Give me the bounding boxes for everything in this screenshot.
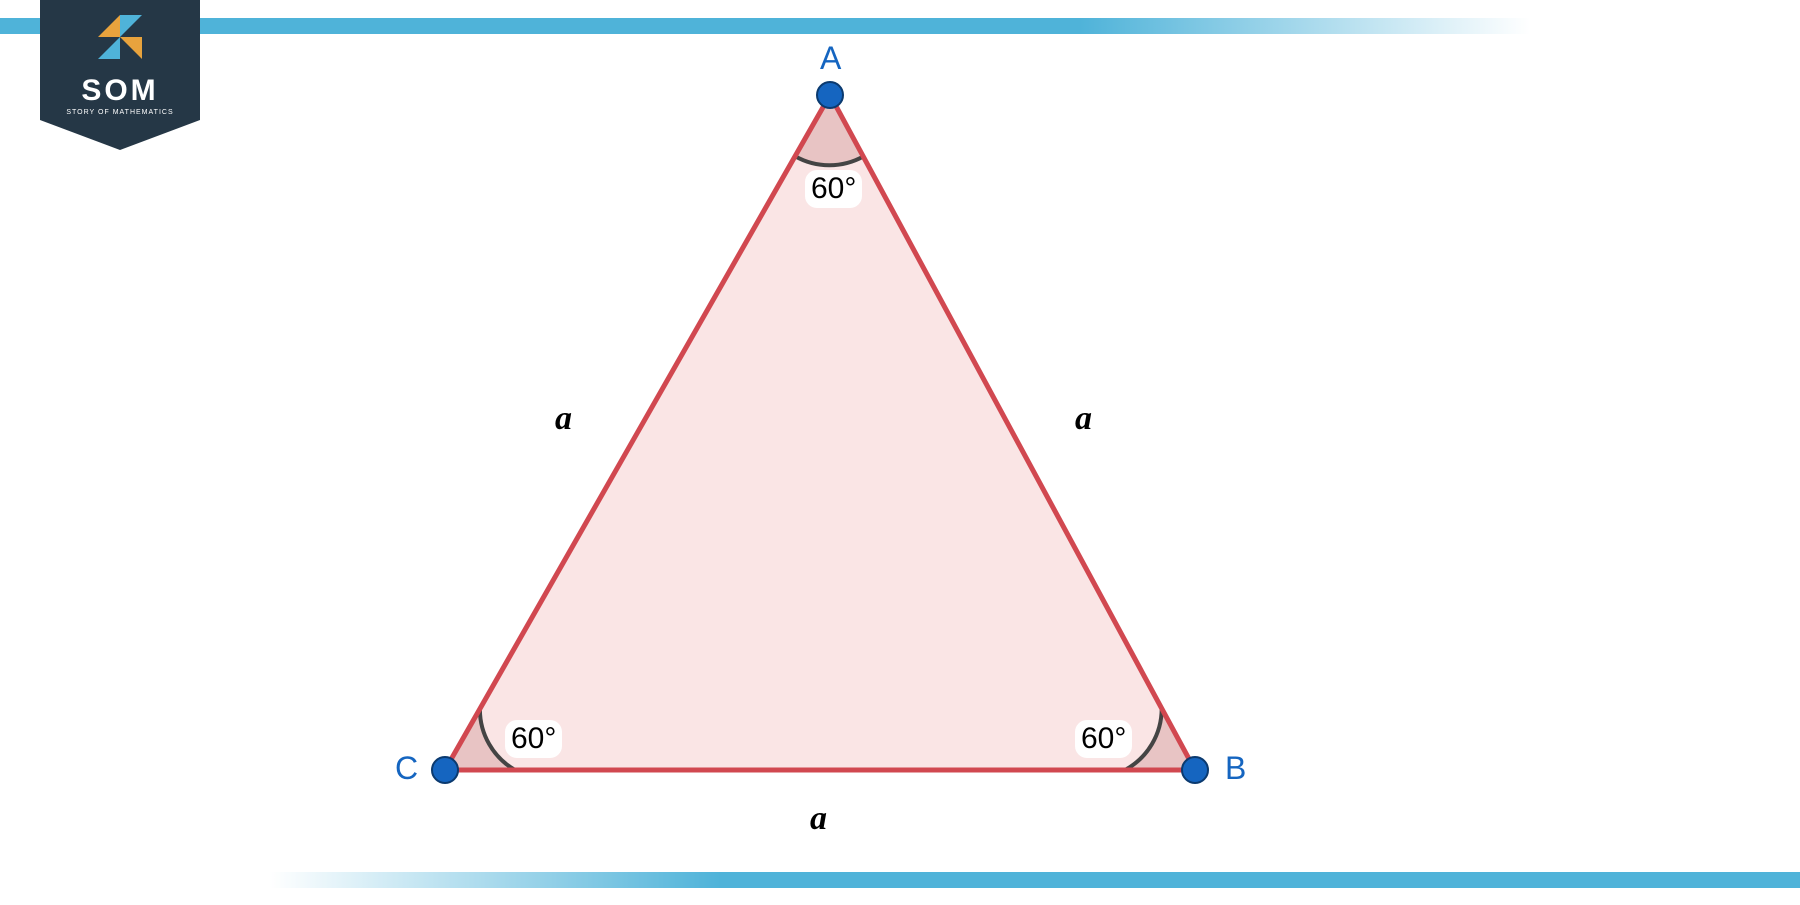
- angle-label-a: 60°: [805, 170, 862, 208]
- triangle-diagram: [0, 0, 1800, 900]
- vertex-label-c: C: [395, 750, 418, 787]
- vertex-dot-a: [817, 82, 843, 108]
- vertex-dot-b: [1182, 757, 1208, 783]
- vertex-label-a: A: [820, 40, 841, 77]
- vertex-label-b: B: [1225, 750, 1246, 787]
- angle-label-c: 60°: [505, 720, 562, 758]
- logo-text: SOM: [81, 74, 158, 107]
- side-label-ab: a: [1075, 400, 1092, 438]
- angle-label-b: 60°: [1075, 720, 1132, 758]
- vertex-dot-c: [432, 757, 458, 783]
- logo-badge: SOM STORY OF MATHEMATICS: [40, 0, 200, 150]
- side-label-bc: a: [810, 800, 827, 838]
- side-label-ca: a: [555, 400, 572, 438]
- logo-subtext: STORY OF MATHEMATICS: [66, 109, 173, 116]
